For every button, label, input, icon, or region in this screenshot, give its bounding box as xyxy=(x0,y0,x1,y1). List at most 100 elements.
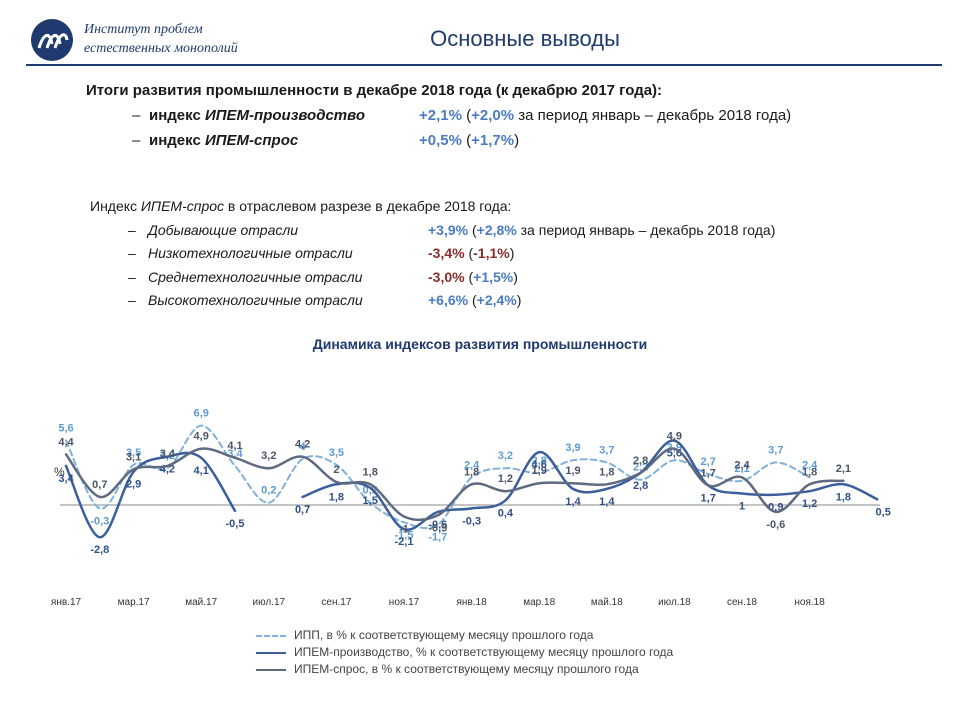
legend-item-ipp: ИПП, в % к соответствующему месяцу прошл… xyxy=(256,627,756,644)
data-label-ipp: 6,9 xyxy=(194,408,209,420)
x-tick-label: сен.17 xyxy=(321,597,351,608)
data-label-ipp: 0,2 xyxy=(261,485,276,497)
legend-swatch-ipp xyxy=(256,635,286,637)
bullet-dash: – xyxy=(132,132,141,149)
data-label-production: 1 xyxy=(739,501,745,513)
data-label-demand: 4,4 xyxy=(58,436,74,448)
data-label-demand: 4,9 xyxy=(194,431,209,443)
legend-label: ИПЕМ-производство, % к соответствующему … xyxy=(294,645,674,659)
data-label-ipp: 2,1 xyxy=(734,463,749,475)
data-label-production: -0,6 xyxy=(428,519,447,531)
data-label-ipp: 3,7 xyxy=(599,444,614,456)
x-tick-label: ноя.17 xyxy=(389,597,420,608)
data-label-demand: 1,9 xyxy=(565,465,580,477)
legend-label: ИПЕМ-спрос, в % к соответствующему месяц… xyxy=(294,662,639,676)
summary-item-production: – индекс ИПЕМ-производство +2,1% (+2,0% … xyxy=(86,103,926,128)
data-label-production: -2,1 xyxy=(395,536,414,548)
org-line-2: естественных монополий xyxy=(84,41,238,56)
data-label-demand: 3,1 xyxy=(126,451,141,463)
data-label-demand: 4,1 xyxy=(227,440,242,452)
sector-value: +6,6% (+2,4%) xyxy=(428,292,522,308)
data-label-production: 1,4 xyxy=(565,496,581,508)
summary-label: индекс ИПЕМ-спрос xyxy=(149,132,299,149)
summary-value: +2,1% (+2,0% за период январь – декабрь … xyxy=(419,107,792,124)
data-label-ipp: 3,5 xyxy=(126,447,141,459)
legend-swatch-demand xyxy=(256,669,286,671)
data-label-demand: -0,9 xyxy=(428,522,447,534)
sectoral-block: Индекс ИПЕМ-спрос в отраслевом разрезе в… xyxy=(90,195,930,313)
line-chart: % янв.17 мар.17 май.17 июл.17 сен.17 ноя.17 янв… xyxy=(51,408,891,608)
data-label-ipp: 2,4 xyxy=(802,459,818,471)
data-label-ipp: 3,5 xyxy=(329,447,344,459)
sector-item-hightech: – Высокотехнологичные отрасли +6,6% (+2,… xyxy=(90,289,930,313)
data-label-production: -0,5 xyxy=(226,518,245,530)
summary-item-demand: – индекс ИПЕМ-спрос +0,5% (+1,7%) xyxy=(86,128,926,153)
org-name: Институт проблем естественных монополий xyxy=(84,20,324,58)
data-label-ipp: 2,8 xyxy=(532,455,547,467)
data-label-ipp: 5,6 xyxy=(58,423,73,435)
summary-block: Итоги развития промышленности в декабре … xyxy=(86,78,926,153)
data-label-demand: 1,9 xyxy=(532,465,547,477)
data-label-demand: 1,8 xyxy=(464,466,479,478)
legend-item-production: ИПЕМ-производство, % к соответствующему … xyxy=(256,644,756,661)
data-label-production: 1,8 xyxy=(836,491,851,503)
data-label-demand: 1,8 xyxy=(802,466,817,478)
data-label-production: 1,8 xyxy=(329,491,344,503)
series-line-production xyxy=(301,439,879,531)
data-label-demand: 1,7 xyxy=(701,467,716,479)
x-tick-label: ноя.18 xyxy=(794,597,825,608)
sector-label: Добывающие отрасли xyxy=(148,221,299,238)
data-label-demand: 2,4 xyxy=(734,459,750,471)
x-tick-label: июл.17 xyxy=(252,597,285,608)
institute-logo-icon xyxy=(31,19,73,61)
data-label-ipp: 3,9 xyxy=(565,442,580,454)
data-label-production: -2,8 xyxy=(90,544,109,556)
data-label-demand: 1,8 xyxy=(363,466,378,478)
sector-value: +3,9% (+2,8% за период январь – декабрь … xyxy=(428,221,776,238)
data-label-production: 1,4 xyxy=(599,496,615,508)
data-label-demand: 1,8 xyxy=(599,466,614,478)
series-line-production xyxy=(64,451,237,539)
data-label-production: 1,5 xyxy=(363,495,378,507)
data-label-ipp: 3,7 xyxy=(768,444,783,456)
data-label-ipp: 4 xyxy=(300,441,307,453)
data-label-demand: 4,2 xyxy=(295,439,310,451)
sector-item-mining: – Добывающие отрасли +3,9% (+2,8% за пер… xyxy=(90,219,930,243)
data-label-ipp: 2,4 xyxy=(464,459,480,471)
data-label-demand: 2,1 xyxy=(836,463,851,475)
y-axis-label: % xyxy=(54,465,65,479)
data-label-ipp: 2,7 xyxy=(701,456,716,468)
data-label-ipp: -1,5 xyxy=(395,529,414,541)
x-tick-label: мар.17 xyxy=(118,597,150,608)
data-label-ipp: -1,7 xyxy=(428,532,447,544)
data-label-production: 0,5 xyxy=(876,506,891,518)
legend-swatch-production xyxy=(256,652,286,654)
summary-label: индекс ИПЕМ-производство xyxy=(149,107,365,124)
chart-title: Динамика индексов развития промышленност… xyxy=(312,336,648,352)
header: Институт проблем естественных монополий … xyxy=(0,0,960,66)
legend-item-demand: ИПЕМ-спрос, в % к соответствующему месяц… xyxy=(256,661,756,678)
data-label-demand: -1 xyxy=(399,524,409,536)
sector-label: Высокотехнологичные отрасли xyxy=(148,292,363,308)
data-label-demand: 1,2 xyxy=(498,473,513,485)
sectoral-heading: Индекс ИПЕМ-спрос в отраслевом разрезе в… xyxy=(90,198,512,214)
bullet-dash: – xyxy=(132,107,141,124)
data-label-production: 0,4 xyxy=(498,507,514,519)
sector-label: Низкотехнологичные отрасли xyxy=(148,245,353,261)
data-label-production: 3,4 xyxy=(58,473,74,485)
data-label-demand: 0,7 xyxy=(92,479,107,491)
x-tick-label: сен.18 xyxy=(727,597,757,608)
data-label-demand: 4,9 xyxy=(667,431,682,443)
series-line-ipp xyxy=(65,424,811,530)
sector-value: -3,0% (+1,5%) xyxy=(428,268,518,285)
chart-legend: ИПП, в % к соответствующему месяцу прошл… xyxy=(256,627,756,678)
data-label-production: 2,8 xyxy=(633,480,648,492)
data-label-production: 0,7 xyxy=(295,504,310,516)
x-tick-label: мар.18 xyxy=(523,597,555,608)
data-label-production: 1,7 xyxy=(701,492,716,504)
series-line-demand xyxy=(64,447,845,522)
header-divider xyxy=(26,64,942,66)
data-label-demand: -0,6 xyxy=(766,519,785,531)
sector-label: Среднетехнологичные отрасли xyxy=(148,268,363,285)
sector-item-lowtech: – Низкотехнологичные отрасли -3,4% (-1,1… xyxy=(90,242,930,266)
